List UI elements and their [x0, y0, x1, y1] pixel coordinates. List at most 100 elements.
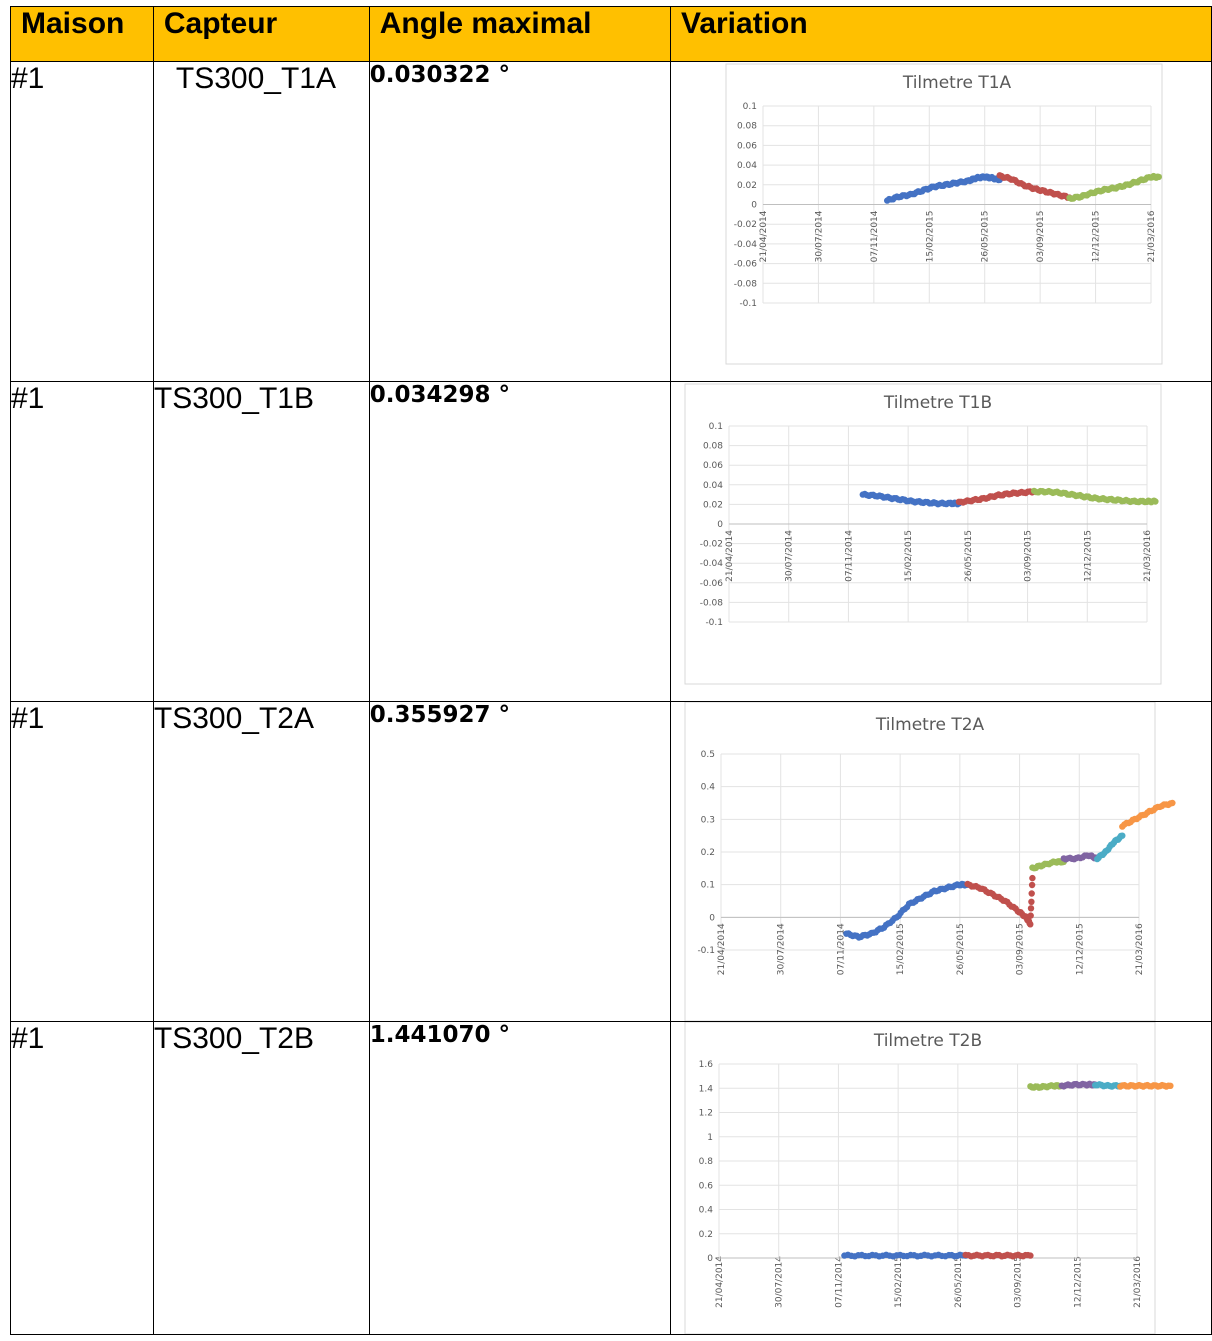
series: [843, 880, 971, 941]
cell-capteur: TS300_T2A: [152, 701, 370, 1022]
chart-title: Tilmetre T1A: [902, 73, 1012, 93]
x-tick-label: 21/03/2016: [1143, 530, 1153, 582]
y-tick-label: 0: [717, 520, 723, 530]
series: [962, 1251, 1034, 1260]
series: [964, 874, 1036, 928]
series: [859, 490, 963, 508]
y-tick-label: 0.08: [703, 442, 723, 452]
header-maison: Maison: [10, 6, 154, 62]
cell-angle: 0.030322 °: [368, 61, 671, 382]
cell-variation: Tilmetre T2A 0.5 0.4 0.3 0.2 0.1 0 -0.1 21/04/20…: [669, 701, 1212, 1022]
cell-capteur: TS300_T2B: [152, 1021, 370, 1335]
y-tick-label: 0.6: [699, 1181, 714, 1191]
x-tick-label: 03/09/2015: [1024, 530, 1034, 582]
y-tick-label: -0.04: [700, 559, 724, 569]
x-tick-label: 26/05/2015: [964, 530, 974, 582]
y-tick-label: 0.4: [699, 1206, 714, 1216]
chart-frame: [684, 702, 1156, 1021]
y-tick-label: 0.04: [737, 161, 757, 171]
data-point: [1028, 890, 1035, 897]
y-tick-label: 0.02: [703, 500, 723, 510]
data-point: [1029, 874, 1036, 882]
table-row: #1 TS300_T2A 0.355927 ° Tilmetre T2A 0.5 0…: [10, 701, 1212, 1022]
cell-variation: Tilmetre T2B 1.6 1.4 1.2 1 0.8 0.6 0.4 0.2 0 21/04…: [669, 1021, 1212, 1335]
y-tick-label: 0: [751, 201, 757, 211]
cell-capteur: TS300_T1B: [152, 381, 370, 702]
series: [883, 173, 1003, 204]
cell-maison: #1: [10, 701, 154, 1022]
y-tick-label: 1.6: [699, 1060, 714, 1070]
x-tick-label: 03/09/2015: [1016, 923, 1026, 975]
series: [1093, 832, 1126, 863]
y-tick-label: 0.06: [703, 461, 723, 471]
x-tick-label: 15/02/2015: [894, 1256, 904, 1308]
cell-variation: Tilmetre T1A 0.1 0.08 0.06 0.04 0.02 0 -0.02 -0.…: [669, 61, 1212, 382]
y-tick-label: -0.08: [734, 279, 758, 289]
series: [1029, 858, 1067, 872]
x-tick-label: 03/09/2015: [1036, 211, 1046, 263]
x-tick-label: 30/07/2014: [785, 530, 795, 582]
cell-angle: 0.034298 °: [368, 381, 671, 702]
data-point: [1169, 799, 1176, 807]
series: [1030, 487, 1159, 506]
x-tick-label: 26/05/2015: [956, 923, 966, 975]
y-tick-label: -0.1: [739, 299, 757, 309]
series: [1066, 172, 1162, 202]
x-tick-label: 07/11/2014: [836, 923, 846, 975]
x-tick-label: 07/11/2014: [834, 1256, 844, 1308]
cell-angle: 0.355927 °: [368, 701, 671, 1022]
data-point: [1028, 881, 1036, 889]
data-point: [1027, 921, 1034, 928]
header-capteur: Capteur: [152, 6, 370, 62]
x-tick-label: 30/07/2014: [775, 1256, 785, 1308]
cell-capteur: TS300_T1A: [152, 61, 370, 382]
x-tick-label: 21/04/2014: [759, 210, 769, 262]
x-tick-label: 21/03/2016: [1133, 1256, 1143, 1308]
y-tick-label: 0.04: [703, 481, 723, 491]
chart-frame: [725, 63, 1163, 365]
x-tick-label: 15/02/2015: [896, 923, 906, 975]
y-tick-label: -0.1: [705, 618, 723, 628]
header-row: Maison Capteur Angle maximal Variation: [10, 6, 1212, 62]
data-point: [1027, 905, 1035, 912]
table-row: #1 TS300_T1A 0.030322 ° Tilmetre T1A 0.1 0…: [10, 61, 1212, 382]
y-tick-label: 0.02: [737, 181, 757, 191]
series: [1117, 1081, 1174, 1090]
x-tick-label: 15/02/2015: [925, 211, 935, 263]
x-tick-label: 21/04/2014: [725, 530, 735, 582]
header-angle: Angle maximal: [368, 6, 671, 62]
x-tick-label: 21/03/2016: [1147, 210, 1157, 262]
table-row: #1 TS300_T2B 1.441070 ° Tilmetre T2B 1.6 1…: [10, 1021, 1212, 1335]
y-tick-label: -0.06: [734, 260, 758, 270]
data-point: [1152, 498, 1159, 505]
chart-tilmetre-t1b: Tilmetre T1B 0.1 0.08 0.06 0.04 0.02 0 -0.02 -0.…: [684, 383, 1162, 685]
x-tick-label: 26/05/2015: [981, 211, 991, 263]
y-tick-label: -0.02: [700, 540, 723, 550]
chart-tilmetre-t1a: Tilmetre T1A 0.1 0.08 0.06 0.04 0.02 0 -0.02 -0.…: [725, 63, 1163, 365]
chart-tilmetre-t2b: Tilmetre T2B 1.6 1.4 1.2 1 0.8 0.6 0.4 0.2 0 21/04…: [684, 1022, 1174, 1334]
sensor-table: Maison Capteur Angle maximal Variation #…: [10, 6, 1212, 1335]
chart-title: Tilmetre T2A: [875, 715, 985, 735]
y-tick-label: -0.08: [700, 598, 724, 608]
cell-maison: #1: [10, 381, 154, 702]
y-tick-label: 0.1: [709, 422, 723, 432]
data-point: [1167, 1082, 1174, 1089]
x-tick-label: 21/04/2014: [717, 923, 727, 975]
y-tick-label: 0.8: [699, 1157, 714, 1167]
y-tick-label: 0.08: [737, 122, 757, 132]
y-tick-label: -0.1: [697, 946, 715, 956]
x-tick-label: 21/03/2016: [1135, 923, 1145, 975]
data-point: [1119, 832, 1126, 839]
y-tick-label: 0.1: [743, 102, 757, 112]
y-tick-label: -0.02: [734, 220, 757, 230]
series: [955, 488, 1038, 506]
y-tick-label: -0.06: [700, 579, 724, 589]
chart-tilmetre-t2a: Tilmetre T2A 0.5 0.4 0.3 0.2 0.1 0 -0.1 21/04/20…: [684, 702, 1176, 1021]
chart-frame: [684, 1022, 1156, 1334]
chart-title: Tilmetre T2B: [873, 1031, 982, 1051]
y-tick-label: 0: [707, 1254, 713, 1264]
data-point: [1028, 898, 1035, 905]
y-tick-label: 1.2: [699, 1109, 713, 1119]
x-tick-label: 12/12/2015: [1073, 1256, 1083, 1308]
series: [1119, 799, 1176, 830]
